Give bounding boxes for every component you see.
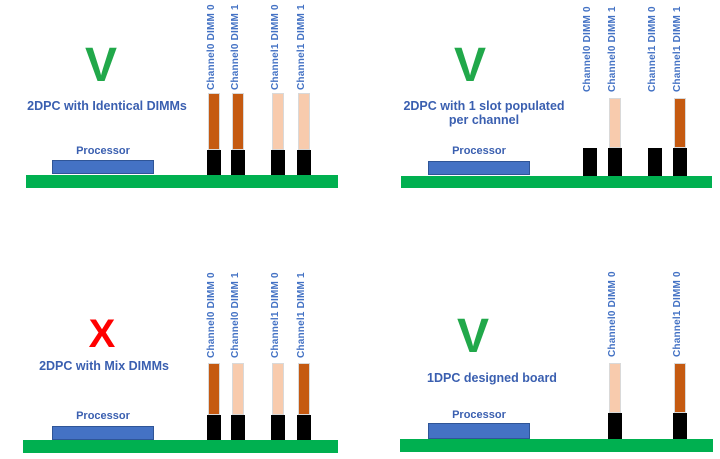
processor-label: Processor <box>76 145 130 157</box>
quadrant-2dpc-mix-dimms: X 2DPC with Mix DIMMs Processor Channel0… <box>0 230 360 459</box>
motherboard-bar <box>401 176 712 188</box>
dimm-slot-label: Channel0 DIMM 0 <box>206 272 217 358</box>
config-caption: 1DPC designed board <box>427 371 557 385</box>
dimm-module <box>208 363 220 415</box>
dimm-module <box>272 363 284 415</box>
processor-label: Processor <box>452 409 506 421</box>
quadrant-1dpc-designed-board: V 1DPC designed board Processor Channel0… <box>360 229 720 459</box>
processor-block <box>52 426 154 440</box>
dimm-socket <box>271 415 285 440</box>
dimm-slot-label: Channel1 DIMM 0 <box>270 272 281 358</box>
dimm-slot-label: Channel1 DIMM 0 <box>647 6 658 92</box>
dimm-module <box>232 93 244 150</box>
motherboard-bar <box>23 440 338 453</box>
caption-line: 2DPC with Mix DIMMs <box>39 359 169 373</box>
processor-label: Processor <box>452 145 506 157</box>
dimm-slot-label: Channel0 DIMM 0 <box>206 4 217 90</box>
fail-cross: X <box>88 312 116 356</box>
dimm-socket <box>608 148 622 176</box>
processor-block <box>428 161 530 175</box>
dimm-slot-label: Channel1 DIMM 1 <box>296 4 307 90</box>
dimm-socket <box>271 150 285 175</box>
dimm-slot-label: Channel0 DIMM 1 <box>230 4 241 90</box>
config-caption: 2DPC with Identical DIMMs <box>27 99 187 113</box>
dimm-module <box>674 363 686 413</box>
dimm-slot-label: Channel0 DIMM 0 <box>607 271 618 357</box>
motherboard-bar <box>26 175 338 188</box>
dimm-socket <box>673 148 687 176</box>
dimm-module <box>208 93 220 150</box>
dimm-socket <box>648 148 662 176</box>
dimm-slot-label: Channel0 DIMM 1 <box>607 6 618 92</box>
motherboard-bar <box>400 439 713 452</box>
dimm-socket <box>583 148 597 176</box>
dimm-socket <box>297 415 311 440</box>
quadrant-2dpc-one-slot-per-channel: V 2DPC with 1 slot populated per channel… <box>360 0 720 230</box>
dimm-module <box>609 98 621 148</box>
dimm-socket <box>207 150 221 175</box>
dimm-module <box>232 363 244 415</box>
dimm-socket <box>608 413 622 439</box>
config-caption: 2DPC with 1 slot populated per channel <box>403 99 564 128</box>
caption-line: 2DPC with 1 slot populated <box>403 99 565 113</box>
caption-line: 1DPC designed board <box>427 371 557 385</box>
dimm-module <box>272 93 284 150</box>
quadrant-2dpc-identical-dimms: V 2DPC with Identical DIMMs Processor Ch… <box>0 0 360 230</box>
dimm-slot-label: Channel0 DIMM 0 <box>582 6 593 92</box>
pass-checkmark: V <box>84 39 118 92</box>
dimm-module <box>298 363 310 415</box>
caption-line: per channel <box>448 113 520 128</box>
pass-checkmark: V <box>453 39 487 92</box>
dimm-socket <box>297 150 311 175</box>
config-caption: 2DPC with Mix DIMMs <box>39 359 169 373</box>
dimm-slot-label: Channel1 DIMM 1 <box>296 272 307 358</box>
pass-checkmark: V <box>456 310 490 363</box>
dimm-slot-label: Channel0 DIMM 1 <box>230 272 241 358</box>
processor-block <box>52 160 154 174</box>
processor-label: Processor <box>76 410 130 422</box>
dimm-module <box>298 93 310 150</box>
processor-block <box>428 423 530 439</box>
dimm-module <box>609 363 621 413</box>
dimm-socket <box>207 415 221 440</box>
dimm-slot-label: Channel1 DIMM 1 <box>672 6 683 92</box>
caption-line: 2DPC with Identical DIMMs <box>27 99 187 113</box>
dimm-socket <box>673 413 687 439</box>
dimm-socket <box>231 150 245 175</box>
dimm-slot-label: Channel1 DIMM 0 <box>270 4 281 90</box>
dimm-socket <box>231 415 245 440</box>
dimm-module <box>674 98 686 148</box>
dimm-slot-label: Channel1 DIMM 0 <box>672 271 683 357</box>
